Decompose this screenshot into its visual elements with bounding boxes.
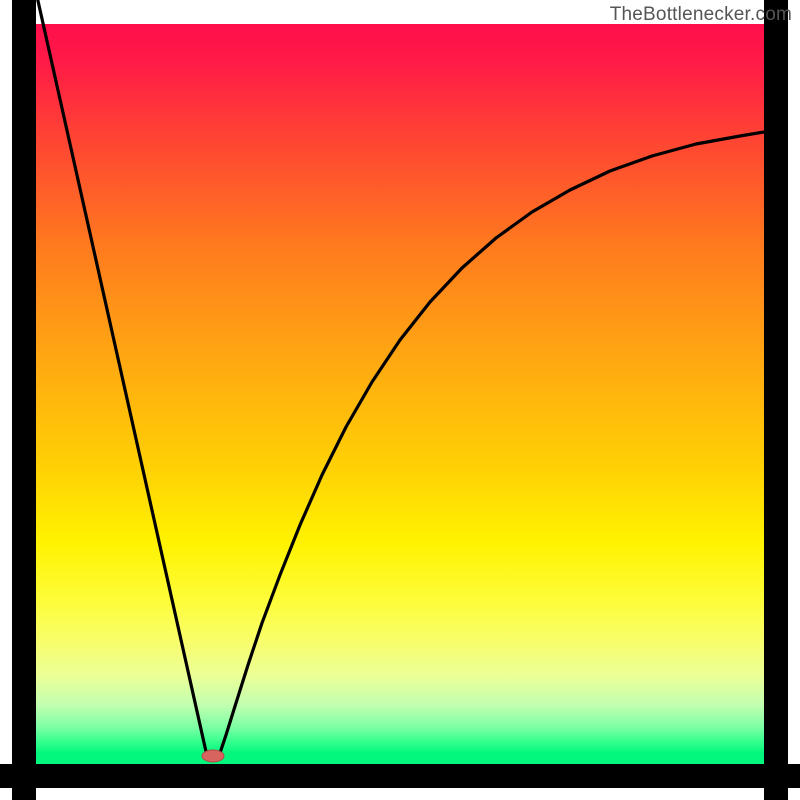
watermark-text: TheBottlenecker.com	[610, 4, 792, 26]
axis-border-right	[764, 0, 788, 800]
bottleneck-chart	[0, 0, 800, 800]
chart-container: { "watermark": { "text": "TheBottlenecke…	[0, 0, 800, 800]
minimum-marker	[202, 750, 224, 762]
axis-border-left	[12, 0, 36, 800]
gradient-background	[36, 24, 764, 764]
axis-border-bottom	[0, 764, 800, 788]
